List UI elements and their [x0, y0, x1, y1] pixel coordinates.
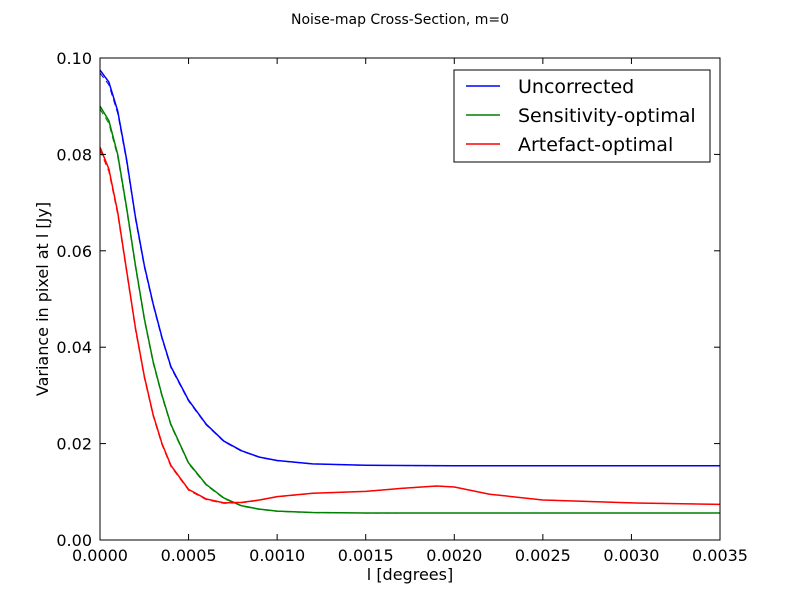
y-tick-label: 0.00: [56, 531, 92, 550]
x-tick-label: 0.0035: [692, 546, 748, 565]
x-axis-label: l [degrees]: [367, 565, 453, 584]
legend-label-sensitivity-optimal: Sensitivity-optimal: [518, 105, 696, 127]
y-tick-label: 0.08: [56, 145, 92, 164]
x-tick-label: 0.0005: [161, 546, 217, 565]
tick-layer: 0.0000 0.0005 0.0010 0.0015 0.0020 0.0025 0.00…: [56, 49, 748, 565]
legend: Uncorrected Sensitivity-optimal Artefact…: [453, 69, 711, 163]
y-tick-label: 0.06: [56, 242, 92, 261]
plot-frame: [99, 57, 721, 541]
x-tick-label: 0.0025: [515, 546, 571, 565]
y-tick-label: 0.04: [56, 338, 92, 357]
x-tick-label: 0.0015: [338, 546, 394, 565]
series-dashed-line-artefact-optimal: [99, 149, 721, 505]
chart-title: Noise-map Cross-Section, m=0: [291, 12, 509, 28]
legend-label-uncorrected: Uncorrected: [518, 76, 634, 98]
legend-label-artefact-optimal: Artefact-optimal: [518, 134, 673, 156]
series-dashed-line-sensitivity-optimal: [99, 108, 720, 514]
y-axis-label: Variance in pixel at l [Jy]: [33, 202, 52, 396]
x-tick-label: 0.0010: [249, 546, 305, 565]
series-layer: [99, 69, 721, 514]
y-tick-label: 0.02: [56, 435, 92, 454]
y-tick-label: 0.10: [56, 49, 92, 68]
x-tick-label: 0.0000: [72, 546, 128, 565]
series-dashed-line-uncorrected: [99, 72, 720, 467]
x-tick-label: 0.0020: [426, 546, 482, 565]
x-tick-label: 0.0030: [603, 546, 659, 565]
